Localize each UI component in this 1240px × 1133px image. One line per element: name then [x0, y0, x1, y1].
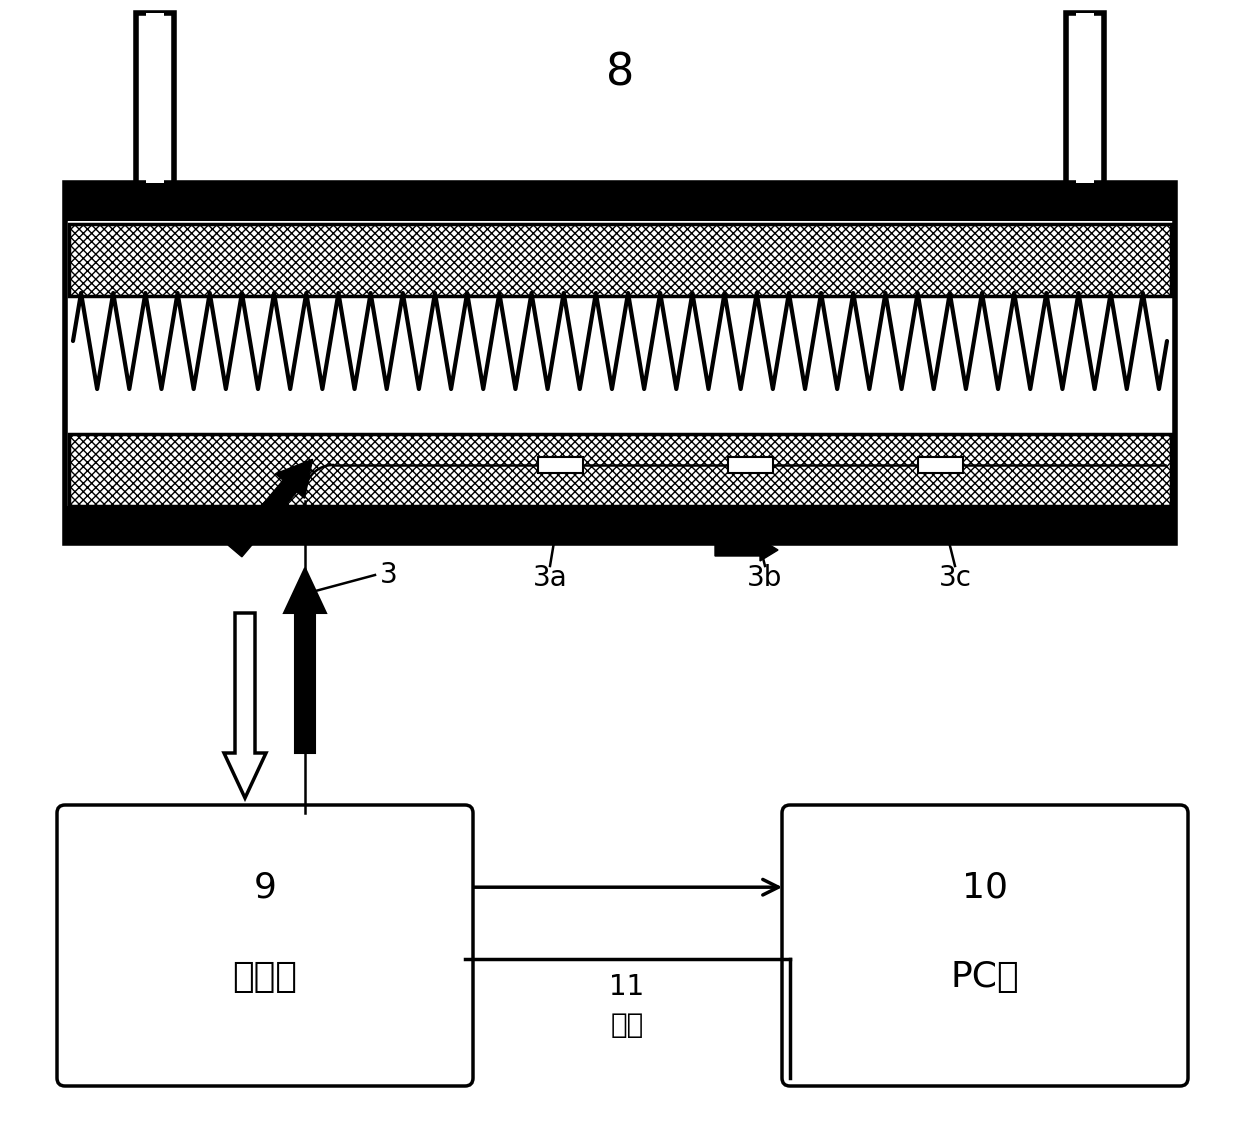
FancyBboxPatch shape: [782, 806, 1188, 1087]
Text: 10: 10: [962, 870, 1008, 904]
FancyBboxPatch shape: [57, 806, 472, 1087]
Bar: [136, 12, 174, 184]
FancyArrow shape: [284, 568, 326, 753]
Bar: [69, 224, 1171, 296]
Bar: [1058, 185, 1112, 219]
Bar: [146, 12, 164, 184]
Bar: [538, 457, 583, 472]
Text: 3c: 3c: [939, 564, 971, 593]
Text: 9: 9: [253, 870, 277, 904]
FancyArrow shape: [224, 613, 267, 798]
Bar: [64, 184, 1176, 543]
Text: 网线: 网线: [610, 1011, 644, 1039]
FancyArrow shape: [228, 459, 312, 556]
Bar: [128, 185, 182, 219]
Text: PC机: PC机: [951, 961, 1019, 995]
Text: 3b: 3b: [748, 564, 782, 593]
Text: 3: 3: [379, 561, 398, 589]
Bar: [67, 506, 1173, 540]
Bar: [69, 434, 1171, 506]
Bar: [728, 457, 773, 472]
Text: 8: 8: [606, 51, 634, 94]
Text: 解调仳: 解调仳: [233, 961, 298, 995]
Bar: [1076, 12, 1094, 184]
Text: 3a: 3a: [533, 564, 568, 593]
Text: 11: 11: [609, 973, 645, 1000]
FancyArrow shape: [715, 539, 777, 561]
Bar: [67, 184, 1173, 221]
Bar: [1066, 12, 1104, 184]
Bar: [918, 457, 963, 472]
